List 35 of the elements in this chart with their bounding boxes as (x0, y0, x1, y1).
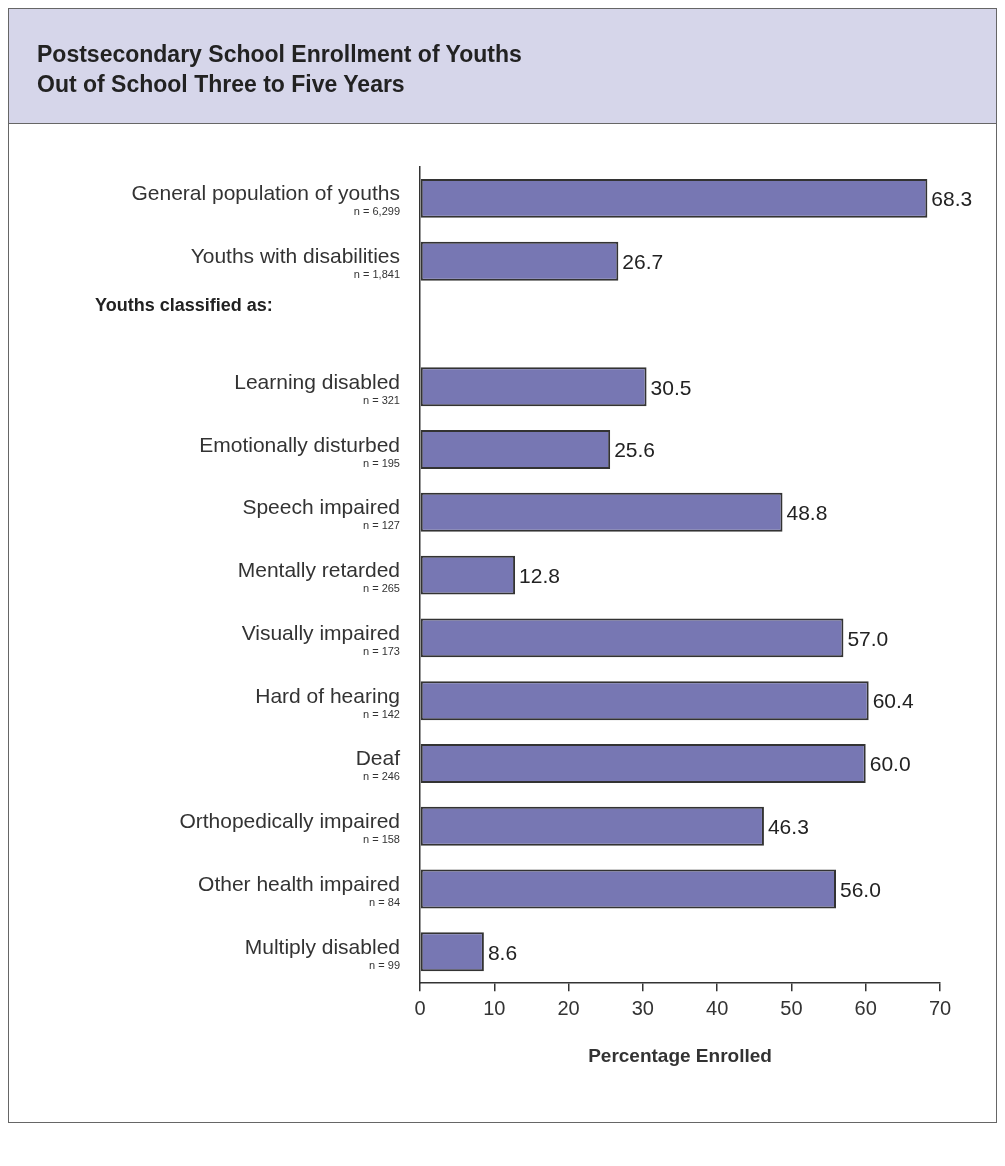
data-label: 57.0 (847, 626, 889, 650)
y-tick-label: Mentally retarded n = 265 (237, 558, 400, 595)
y-tick-label: Visually impaired n = 173 (241, 620, 400, 657)
data-label: 60.0 (869, 752, 911, 776)
y-tick-label: Emotionally disturbed n = 195 (199, 432, 400, 469)
y-tick-label: Multiply disabled n = 99 (244, 934, 400, 971)
data-label: 48.8 (786, 501, 828, 525)
x-axis-title: Percentage Enrolled (588, 1044, 772, 1066)
y-tick-label: Hard of hearing n = 142 (255, 683, 400, 720)
x-tick-label: 10 (483, 996, 506, 1019)
y-tick-label: General population of youths n = 6,299 (131, 181, 400, 218)
data-label: 60.4 (872, 689, 914, 713)
text: Youths classified as: (95, 294, 273, 315)
x-tick-label: 40 (706, 996, 729, 1019)
x-tick-label: 20 (557, 996, 580, 1019)
data-label: 30.5 (650, 375, 692, 399)
data-label: 26.7 (622, 249, 664, 273)
data-label: 12.8 (519, 563, 560, 587)
y-tick-label: Deaf n = 246 (355, 746, 401, 783)
y-tick-label: Learning disabled n = 321 (234, 369, 400, 406)
data-label: 56.0 (840, 877, 881, 901)
data-label: 68.3 (931, 187, 973, 211)
x-tick-label: 50 (780, 996, 803, 1019)
data-label: 25.6 (614, 438, 656, 462)
x-tick-label: 70 (928, 996, 952, 1019)
chart-title: Postsecondary School Enrollment of Youths Out of School Three to Five Years (9, 9, 996, 124)
y-tick-label: Other health impaired n = 84 (198, 872, 400, 909)
x-tick-label: 0 (414, 996, 426, 1019)
data-label: 8.6 (487, 940, 518, 964)
x-tick-label: 30 (631, 996, 654, 1019)
y-tick-label: Orthopedically impaired n = 158 (179, 809, 400, 846)
x-tick-label: 60 (854, 996, 877, 1019)
y-tick-label: Youths with disabilities n = 1,841 (190, 244, 400, 281)
y-tick-label: Speech impaired n = 127 (242, 495, 400, 532)
data-label: 46.3 (767, 815, 809, 839)
